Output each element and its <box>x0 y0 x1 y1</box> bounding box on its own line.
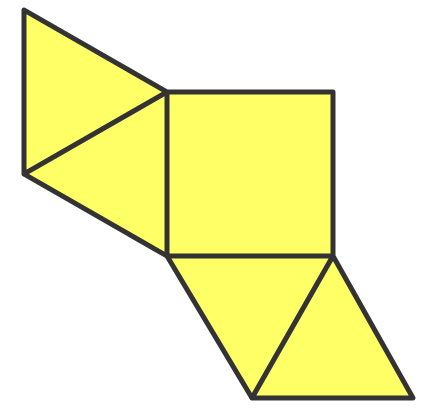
left-triangle-lower-face <box>21 89 170 259</box>
bottom-triangle-right-face <box>249 253 416 401</box>
net-faces <box>21 7 416 401</box>
square-face <box>164 89 336 259</box>
